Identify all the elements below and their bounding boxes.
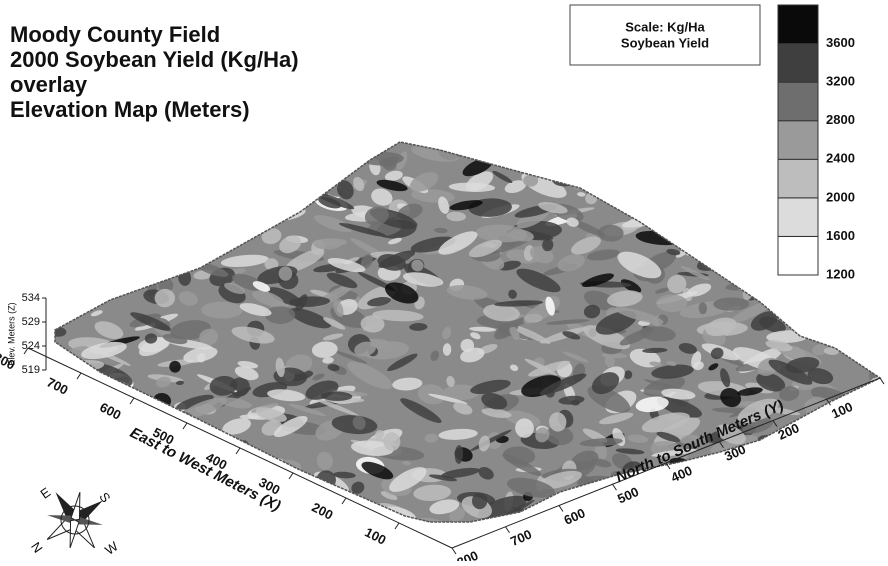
colorbar-band xyxy=(778,198,818,237)
chart-title: Moody County Field xyxy=(10,22,220,47)
compass-label: N xyxy=(28,539,46,555)
colorbar-band xyxy=(778,159,818,198)
y-tick-label: 100 xyxy=(829,399,855,422)
colorbar-band xyxy=(778,82,818,121)
y-tick xyxy=(613,484,617,490)
colorbar-tick-label: 1600 xyxy=(826,228,855,243)
chart-title: 2000 Soybean Yield (Kg/Ha) xyxy=(10,47,299,72)
colorbar-tick-label: 3600 xyxy=(826,35,855,50)
y-tick xyxy=(559,506,563,512)
x-tick-label: 700 xyxy=(44,374,70,397)
colorbar-tick-label: 2000 xyxy=(826,189,855,204)
y-tick-label: 800 xyxy=(455,548,481,561)
surface xyxy=(16,113,888,541)
z-tick-label: 529 xyxy=(22,316,40,328)
x-tick-label: 600 xyxy=(97,399,123,422)
compass-label: W xyxy=(102,538,121,558)
y-tick xyxy=(452,548,456,554)
z-tick-label: 534 xyxy=(22,292,40,304)
chart-title: Elevation Map (Meters) xyxy=(10,97,250,122)
x-tick-label: 200 xyxy=(309,499,335,522)
y-tick-label: 500 xyxy=(615,484,641,507)
z-tick-label: 524 xyxy=(22,340,40,352)
x-tick xyxy=(130,398,134,404)
z-tick-label: 519 xyxy=(22,364,40,376)
compass-label: E xyxy=(38,484,54,501)
y-tick-label: 400 xyxy=(669,463,695,486)
x-tick-label: 100 xyxy=(362,524,388,547)
chart-title: overlay xyxy=(10,72,88,97)
colorbar-band xyxy=(778,44,818,83)
colorbar-tick-label: 1200 xyxy=(826,266,855,281)
z-axis-label: Elev. Meters (Z) xyxy=(6,302,16,365)
colorbar-tick-label: 2800 xyxy=(826,112,855,127)
chart: Moody County Field2000 Soybean Yield (Kg… xyxy=(0,0,888,561)
x-tick xyxy=(236,448,240,454)
x-tick xyxy=(395,523,399,529)
y-tick-label: 600 xyxy=(562,505,588,528)
legend-title: Soybean Yield xyxy=(621,35,709,50)
legend-title: Scale: Kg/Ha xyxy=(625,19,705,34)
x-tick xyxy=(183,423,187,429)
colorbar-band xyxy=(778,236,818,275)
colorbar-tick-label: 3200 xyxy=(826,74,855,89)
x-tick xyxy=(289,473,293,479)
colorbar-tick-label: 2400 xyxy=(826,151,855,166)
y-tick xyxy=(880,378,884,384)
x-tick xyxy=(77,373,81,379)
colorbar-band xyxy=(778,5,818,44)
colorbar-band xyxy=(778,121,818,160)
y-tick xyxy=(506,527,510,533)
y-tick-label: 700 xyxy=(508,527,534,550)
x-tick xyxy=(342,498,346,504)
